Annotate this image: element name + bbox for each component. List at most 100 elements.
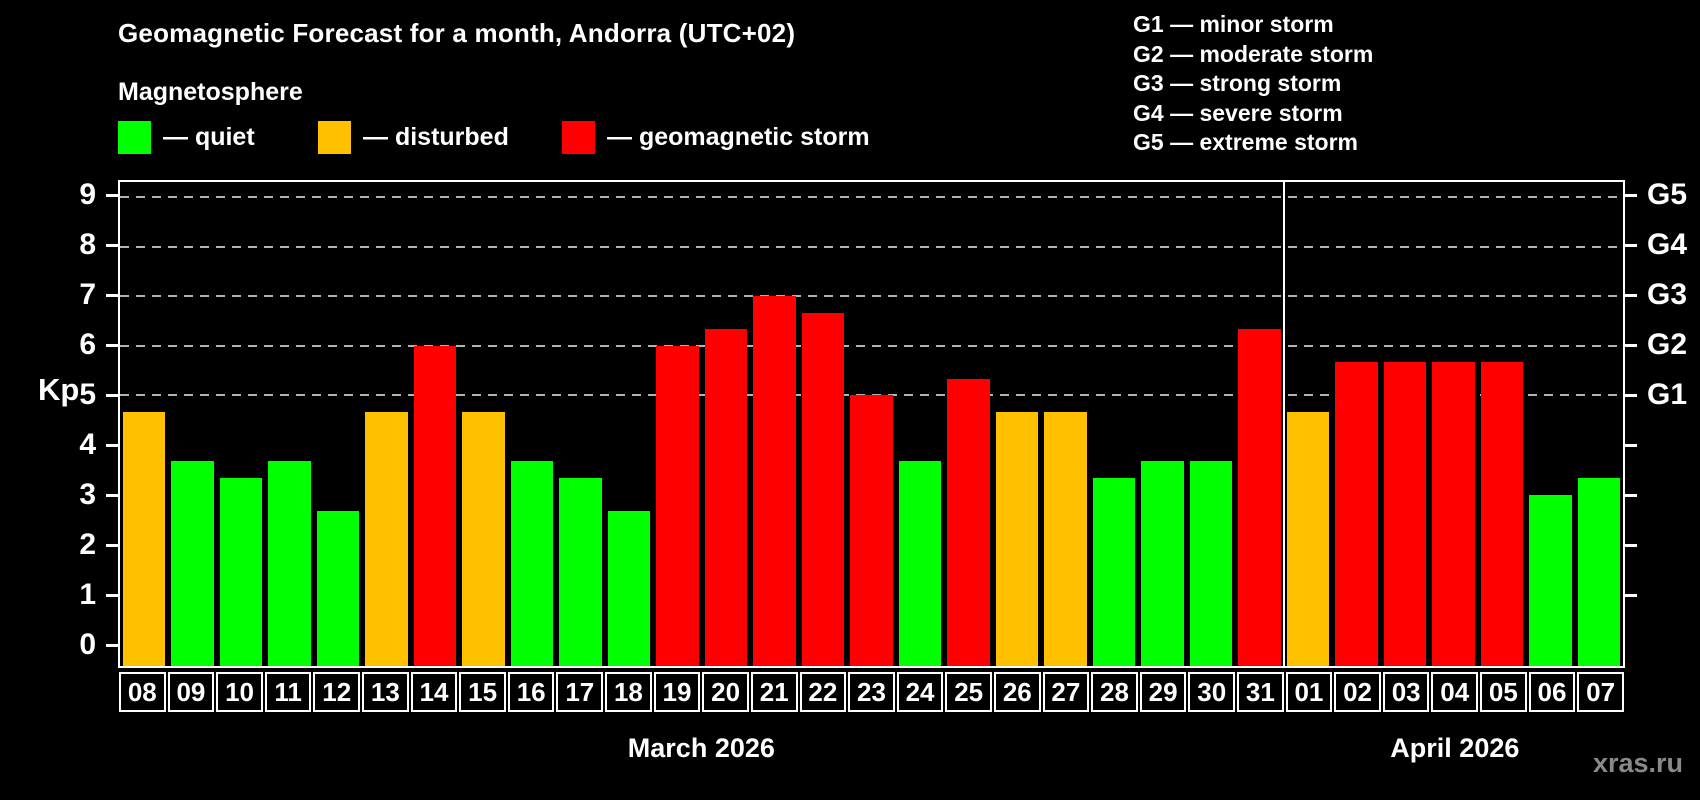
y-tick-left-1: [106, 593, 118, 597]
day-label-02: 02: [1334, 672, 1381, 712]
quiet-swatch-icon: [118, 120, 151, 154]
bar-day-23: [850, 395, 893, 666]
y-tick-label-5: 5: [79, 378, 96, 412]
gridline-g3: [120, 295, 1623, 298]
legend-item-quiet: — quiet: [118, 120, 255, 154]
y-tick-right-6: [1625, 343, 1637, 347]
y-tick-label-0: 0: [79, 628, 96, 662]
bar-slot-24: [896, 182, 944, 666]
magnetosphere-subtitle: Magnetosphere: [118, 78, 303, 106]
day-label-31: 31: [1237, 672, 1284, 712]
bar-slot-01: [1284, 182, 1332, 666]
day-label-26: 26: [993, 672, 1041, 712]
g-label-g2: G2: [1647, 328, 1688, 362]
day-label-22: 22: [799, 672, 847, 712]
bar-day-05: [1480, 362, 1524, 666]
day-label-24: 24: [896, 672, 944, 712]
bar-slot-12: [314, 182, 362, 666]
bar-slot-13: [362, 182, 410, 666]
day-label-06: 06: [1528, 672, 1576, 712]
storm-swatch-icon: [562, 120, 595, 154]
bar-slot-26: [993, 182, 1041, 666]
bar-day-16: [510, 461, 554, 666]
bar-day-04: [1432, 362, 1475, 666]
bar-day-22: [801, 312, 845, 666]
g-legend-line-2: G2 — moderate storm: [1133, 40, 1374, 67]
y-axis-left: 0 1 2 3 4 5 6 7 8 9: [0, 179, 118, 668]
y-tick-label-2: 2: [79, 528, 96, 562]
watermark: xras.ru: [1592, 748, 1683, 778]
bar-slot-14: [411, 182, 459, 666]
bar-slot-25: [944, 182, 992, 666]
bar-slot-08: [120, 182, 168, 666]
day-label-16: 16: [507, 672, 555, 712]
legend-item-disturbed: — disturbed: [318, 120, 509, 154]
y-tick-left-0: [106, 643, 118, 647]
bar-slot-11: [265, 182, 313, 666]
g-label-g4: G4: [1647, 228, 1688, 262]
day-label-01: 01: [1285, 672, 1333, 712]
month-label-1: April 2026: [1390, 733, 1520, 763]
bar-day-08: [123, 411, 166, 666]
y-tick-right-1: [1625, 593, 1637, 597]
day-label-30: 30: [1188, 672, 1236, 712]
bar-day-09: [171, 461, 214, 666]
day-label-03: 03: [1382, 672, 1430, 712]
legend-quiet-label: — quiet: [163, 122, 255, 151]
day-label-15: 15: [459, 672, 506, 712]
y-tick-left-7: [106, 293, 118, 297]
page-title: Geomagnetic Forecast for a month, Andorr…: [118, 18, 796, 48]
disturbed-swatch-icon: [318, 120, 351, 154]
y-axis-right: G1 G2 G3 G4 G5: [1625, 179, 1700, 668]
bar-slot-31: [1235, 182, 1283, 666]
plot-area: [118, 180, 1625, 668]
day-label-21: 21: [750, 672, 798, 712]
bar-day-14: [413, 345, 457, 666]
bar-slot-06: [1526, 182, 1574, 666]
day-label-12: 12: [313, 672, 361, 712]
day-label-23: 23: [848, 672, 895, 712]
month-labels: March 2026 April 2026: [118, 733, 1625, 769]
gridline-g4: [120, 245, 1623, 248]
g-legend-line-4: G4 — severe storm: [1133, 99, 1343, 126]
day-label-20: 20: [702, 672, 749, 712]
g-scale-legend: G1 — minor storm G2 — moderate storm G3 — …: [1133, 10, 1373, 158]
gridline-g5: [120, 195, 1623, 198]
bar-slot-30: [1187, 182, 1235, 666]
bar-slot-21: [750, 182, 798, 666]
bar-day-02: [1335, 362, 1378, 666]
date-axis: 08 09 10 11 12 13 14 15 16 17 18 19 20 21 22 23 24 25 26 27…: [118, 672, 1625, 712]
day-label-09: 09: [167, 672, 215, 712]
legend-storm-label: — geomagnetic storm: [607, 122, 870, 151]
y-tick-left-4: [106, 443, 118, 447]
bar-slot-17: [556, 182, 604, 666]
y-tick-label-7: 7: [79, 278, 96, 312]
g-legend-line-3: G3 — strong storm: [1133, 70, 1342, 96]
bar-day-31: [1238, 329, 1281, 666]
kp-axis-title: Kp: [38, 372, 80, 407]
g-label-g3: G3: [1647, 278, 1688, 312]
bar-slot-18: [605, 182, 653, 666]
g-legend-line-5: G5 — extreme storm: [1133, 129, 1358, 155]
bar-slot-09: [168, 182, 216, 666]
day-label-28: 28: [1091, 672, 1138, 712]
bar-slot-22: [799, 182, 847, 666]
day-label-25: 25: [945, 672, 992, 712]
day-label-13: 13: [362, 672, 409, 712]
y-tick-right-8: [1625, 243, 1637, 247]
bar-day-30: [1189, 461, 1233, 666]
y-tick-right-5: [1625, 393, 1637, 397]
bar-slot-03: [1381, 182, 1429, 666]
bar-slot-05: [1478, 182, 1526, 666]
legend-item-storm: — geomagnetic storm: [562, 120, 870, 154]
bar-day-11: [268, 461, 311, 666]
day-label-05: 05: [1480, 672, 1527, 712]
y-tick-label-8: 8: [79, 228, 96, 262]
bar-slot-28: [1090, 182, 1138, 666]
y-tick-right-2: [1625, 543, 1637, 547]
y-tick-left-3: [106, 493, 118, 497]
y-tick-label-3: 3: [79, 478, 96, 512]
bar-day-12: [316, 511, 360, 666]
y-tick-right-9: [1625, 193, 1637, 197]
